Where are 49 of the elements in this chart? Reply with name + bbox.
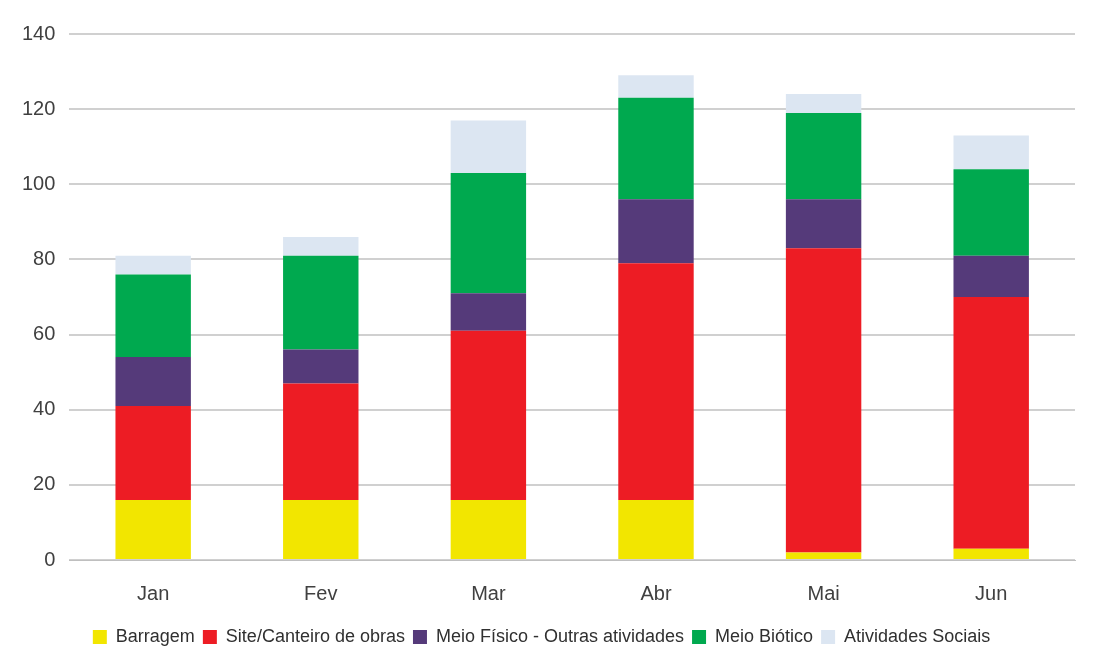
y-tick-label: 60 <box>33 322 56 345</box>
bar <box>953 169 1029 256</box>
x-tick-label: Mai <box>807 581 840 604</box>
bar <box>785 552 862 559</box>
y-tick-label: 120 <box>21 96 56 119</box>
bar <box>115 357 191 406</box>
x-tick-label: Mar <box>471 581 506 604</box>
y-tick-label: 40 <box>33 397 56 420</box>
bar <box>283 255 359 350</box>
bar <box>618 499 694 559</box>
bar <box>450 120 527 174</box>
y-tick-label: 80 <box>33 246 56 269</box>
bar <box>953 135 1029 170</box>
legend-label: Meio Físico - Outras atividades <box>435 625 685 646</box>
bar <box>785 248 862 553</box>
y-tick-label: 100 <box>21 171 56 194</box>
bar <box>283 383 359 500</box>
bar <box>953 297 1029 549</box>
bar <box>450 330 527 500</box>
bar <box>953 548 1029 559</box>
legend-label: Barragem <box>115 625 195 646</box>
legend-label: Meio Biótico <box>715 625 814 646</box>
bar <box>283 236 359 256</box>
bar <box>450 173 527 294</box>
x-tick-label: Jun <box>975 581 1008 604</box>
y-tick-label: 140 <box>21 21 56 44</box>
bar <box>450 499 527 559</box>
bar <box>618 97 694 200</box>
bar <box>785 199 862 249</box>
bar <box>283 349 359 384</box>
bar <box>115 499 191 559</box>
y-tick-label: 20 <box>33 472 56 495</box>
bar <box>450 293 527 331</box>
y-tick-label: 0 <box>44 547 56 570</box>
bar <box>115 274 191 358</box>
x-tick-label: Jan <box>137 581 170 604</box>
bar <box>618 75 694 98</box>
bar <box>115 405 191 500</box>
bar <box>785 112 862 200</box>
bar <box>115 255 191 275</box>
x-tick-label: Fev <box>304 581 338 604</box>
x-tick-label: Abr <box>640 581 672 604</box>
bar <box>953 255 1029 297</box>
bar <box>785 94 862 113</box>
legend-label: Atividades Sociais <box>844 625 991 646</box>
bar <box>618 199 694 264</box>
bar <box>283 499 359 559</box>
legend-label: Site/Canteiro de obras <box>225 625 405 646</box>
bar <box>618 263 694 500</box>
